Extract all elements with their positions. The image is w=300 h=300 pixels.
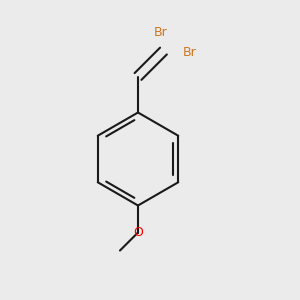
Text: Br: Br bbox=[183, 46, 197, 59]
Text: O: O bbox=[133, 226, 143, 239]
Text: Br: Br bbox=[154, 26, 167, 39]
